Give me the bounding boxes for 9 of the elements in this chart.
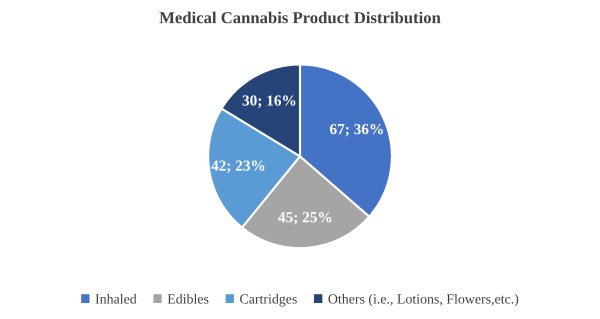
data-label: 45; 25%: [278, 212, 332, 225]
chart-title: Medical Cannabis Product Distribution: [159, 12, 441, 24]
legend-label: Cartridges: [240, 294, 297, 306]
legend-label: Others (i.e., Lotions, Flowers,etc.): [328, 294, 518, 306]
data-label: 67; 36%: [330, 124, 383, 136]
legend-label: Inhaled: [96, 294, 137, 304]
legend-label: Edibles: [168, 294, 208, 304]
data-label: 30; 16%: [242, 95, 296, 108]
data-label: 42; 23%: [211, 160, 264, 173]
